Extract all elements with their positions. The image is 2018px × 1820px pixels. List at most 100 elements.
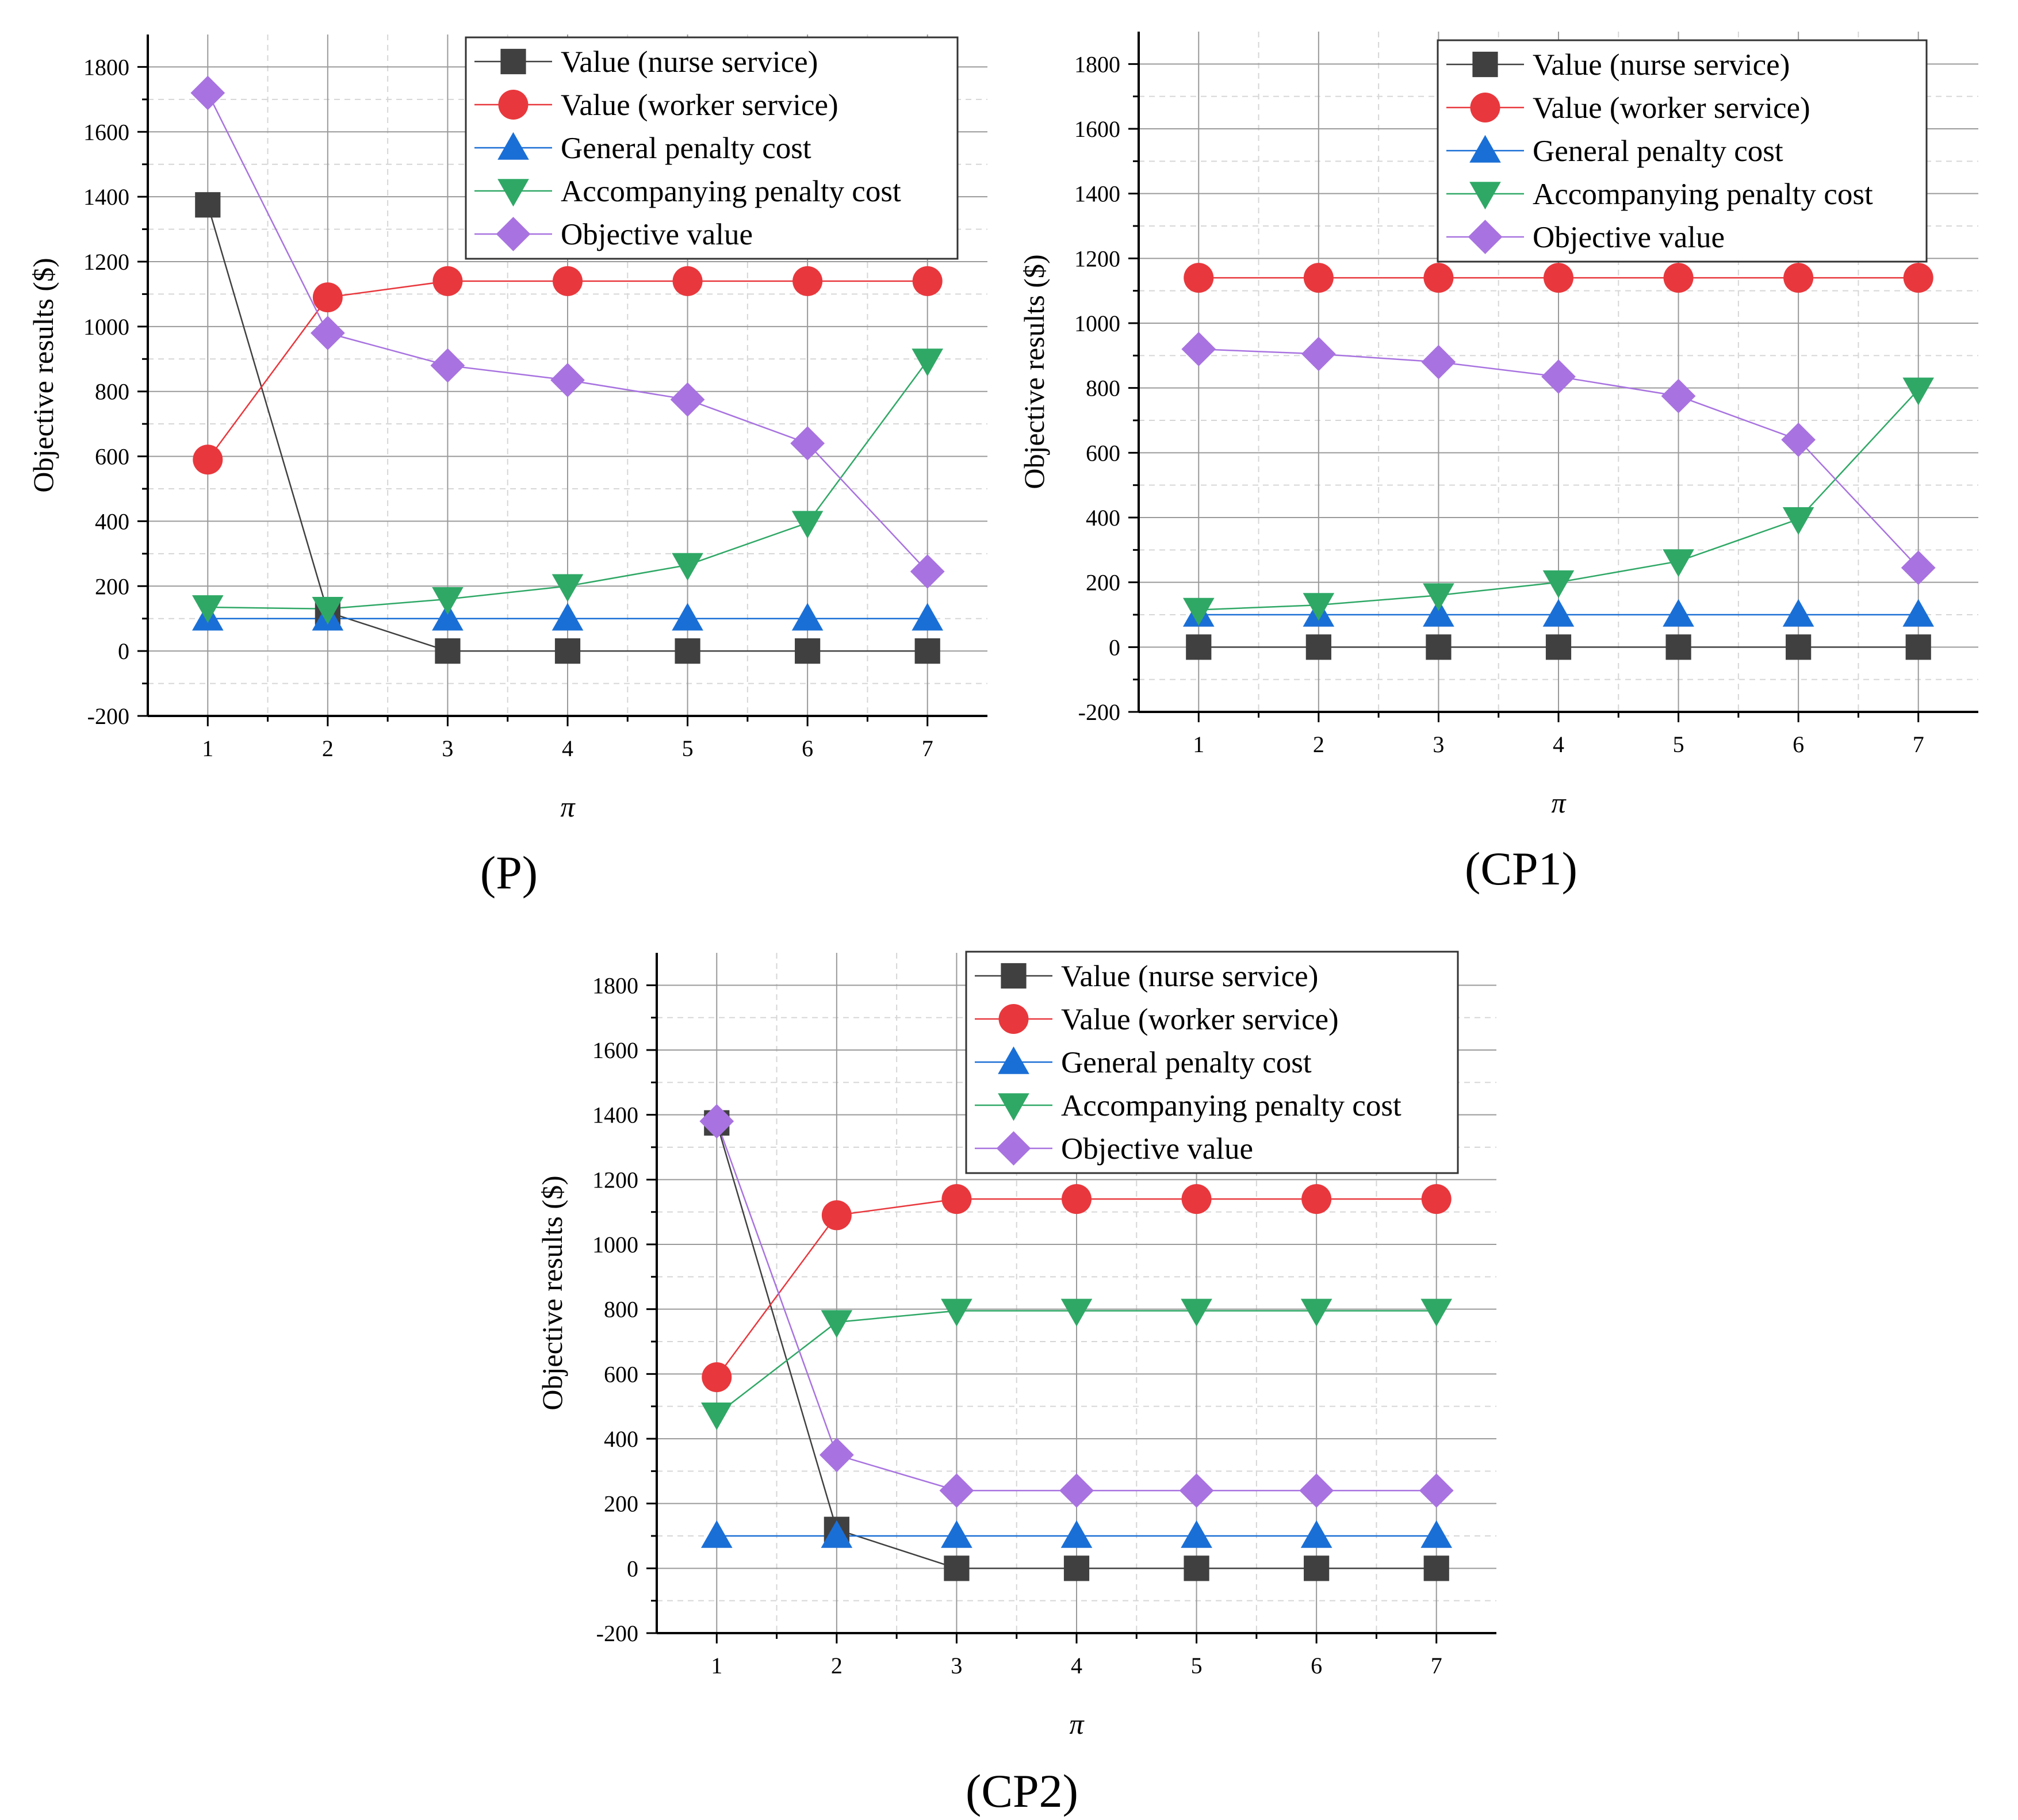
point-nurse [1545, 634, 1572, 660]
legend-label-nurse: Value (nurse service) [1061, 960, 1318, 993]
x-tick-label: 7 [1431, 1653, 1442, 1679]
legend-marker-worker [1470, 93, 1500, 122]
y-tick-label: 1200 [83, 249, 129, 275]
point-general [432, 603, 464, 631]
legend-marker-worker [498, 90, 529, 120]
legend-marker-accompanying [1469, 182, 1501, 210]
point-nurse [195, 192, 221, 218]
x-tick-label: 1 [711, 1653, 722, 1679]
y-tick-label: 1000 [83, 314, 129, 340]
y-tick-label: 400 [604, 1426, 638, 1452]
point-objective [1299, 1473, 1334, 1508]
point-nurse [1786, 634, 1812, 660]
point-worker [193, 445, 223, 475]
legend-label-accompanying: Accompanying penalty cost [561, 175, 901, 208]
point-accompanying [821, 1310, 853, 1338]
chart-panel-cp2: -200 0 200 400 600 800 1000 1200 1400 1600 1800 1 2 3… [536, 951, 1496, 1817]
point-objective [790, 426, 825, 461]
point-general [1423, 599, 1454, 627]
legend: Value (nurse service) Value (worker servi… [1437, 39, 1928, 263]
point-accompanying [1542, 570, 1575, 598]
point-general [912, 603, 944, 631]
point-worker [1544, 263, 1573, 293]
legend-label-objective: Objective value [561, 218, 753, 251]
point-objective [1541, 359, 1576, 394]
point-nurse [1186, 634, 1212, 660]
y-axis-label: Objective results ($) [1018, 254, 1050, 489]
point-objective [1301, 336, 1336, 371]
legend-marker-nurse [1001, 963, 1027, 989]
y-tick-label: 800 [604, 1297, 638, 1323]
point-accompanying [1782, 507, 1814, 535]
point-nurse [795, 638, 821, 664]
point-general [791, 603, 824, 631]
y-tick-label: 400 [95, 508, 129, 534]
point-accompanying [1303, 593, 1335, 621]
legend: Value (nurse service) Value (worker servi… [465, 36, 959, 260]
point-objective [910, 554, 945, 589]
point-accompanying [312, 596, 344, 625]
point-accompanying [1181, 1298, 1212, 1327]
point-worker [1301, 1184, 1332, 1214]
y-axis-label: Objective results ($) [536, 1175, 568, 1410]
point-worker [1783, 263, 1814, 293]
point-objective [1421, 344, 1456, 380]
y-tick-label: -200 [1078, 699, 1120, 725]
y-tick-label: 800 [95, 379, 129, 405]
legend-label-nurse: Value (nurse service) [561, 45, 818, 79]
y-tick-label: 1600 [592, 1037, 638, 1063]
point-worker [941, 1184, 972, 1214]
point-nurse [944, 1555, 970, 1581]
legend-marker-general [998, 1046, 1029, 1074]
point-worker [1184, 263, 1214, 293]
point-objective [550, 363, 585, 397]
point-objective [190, 75, 225, 110]
point-objective [670, 382, 705, 417]
point-general [672, 603, 703, 631]
point-general [1542, 599, 1575, 627]
point-objective [1661, 378, 1696, 413]
point-accompanying [1182, 597, 1215, 626]
point-accompanying [700, 1402, 733, 1431]
legend-label-nurse: Value (nurse service) [1533, 48, 1790, 82]
point-nurse [1426, 634, 1452, 660]
legend-marker-nurse [500, 48, 526, 75]
point-worker [672, 266, 703, 296]
x-axis-label: π [560, 791, 576, 823]
x-tick-label: 1 [202, 735, 213, 761]
x-tick-label: 3 [442, 735, 453, 761]
panel-caption: (P) [480, 846, 538, 899]
point-nurse [914, 638, 940, 664]
point-accompanying [941, 1298, 972, 1327]
x-tick-label: 6 [802, 735, 813, 761]
point-nurse [1184, 1555, 1209, 1581]
point-objective [819, 1438, 854, 1473]
y-tick-label: 1200 [1074, 246, 1120, 271]
point-objective [1059, 1473, 1094, 1508]
point-worker [792, 266, 823, 296]
x-axis-label: π [1069, 1708, 1085, 1740]
x-tick-label: 7 [922, 735, 933, 761]
y-tick-label: 1400 [83, 184, 129, 210]
point-accompanying [192, 595, 224, 623]
y-tick-label: 0 [118, 638, 129, 664]
panel-caption: (CP2) [966, 1765, 1078, 1817]
legend-label-worker: Value (worker service) [1061, 1003, 1339, 1036]
legend-label-general: General penalty cost [561, 132, 811, 165]
y-tick-label: -200 [596, 1620, 638, 1646]
point-general [941, 1520, 972, 1548]
point-general [700, 1520, 733, 1548]
legend-label-objective: Objective value [1533, 221, 1725, 254]
point-worker [312, 282, 343, 313]
x-tick-label: 5 [682, 735, 694, 761]
point-accompanying [912, 348, 944, 377]
legend-label-general: General penalty cost [1533, 135, 1783, 168]
legend: Value (nurse service) Value (worker servi… [965, 951, 1459, 1174]
point-objective [939, 1473, 974, 1508]
panel-caption: (CP1) [1465, 842, 1577, 895]
point-objective [1781, 422, 1816, 457]
point-accompanying [672, 553, 703, 581]
y-tick-label: 600 [604, 1361, 638, 1387]
x-tick-label: 3 [1433, 731, 1444, 757]
y-tick-label: 1600 [1074, 116, 1120, 142]
